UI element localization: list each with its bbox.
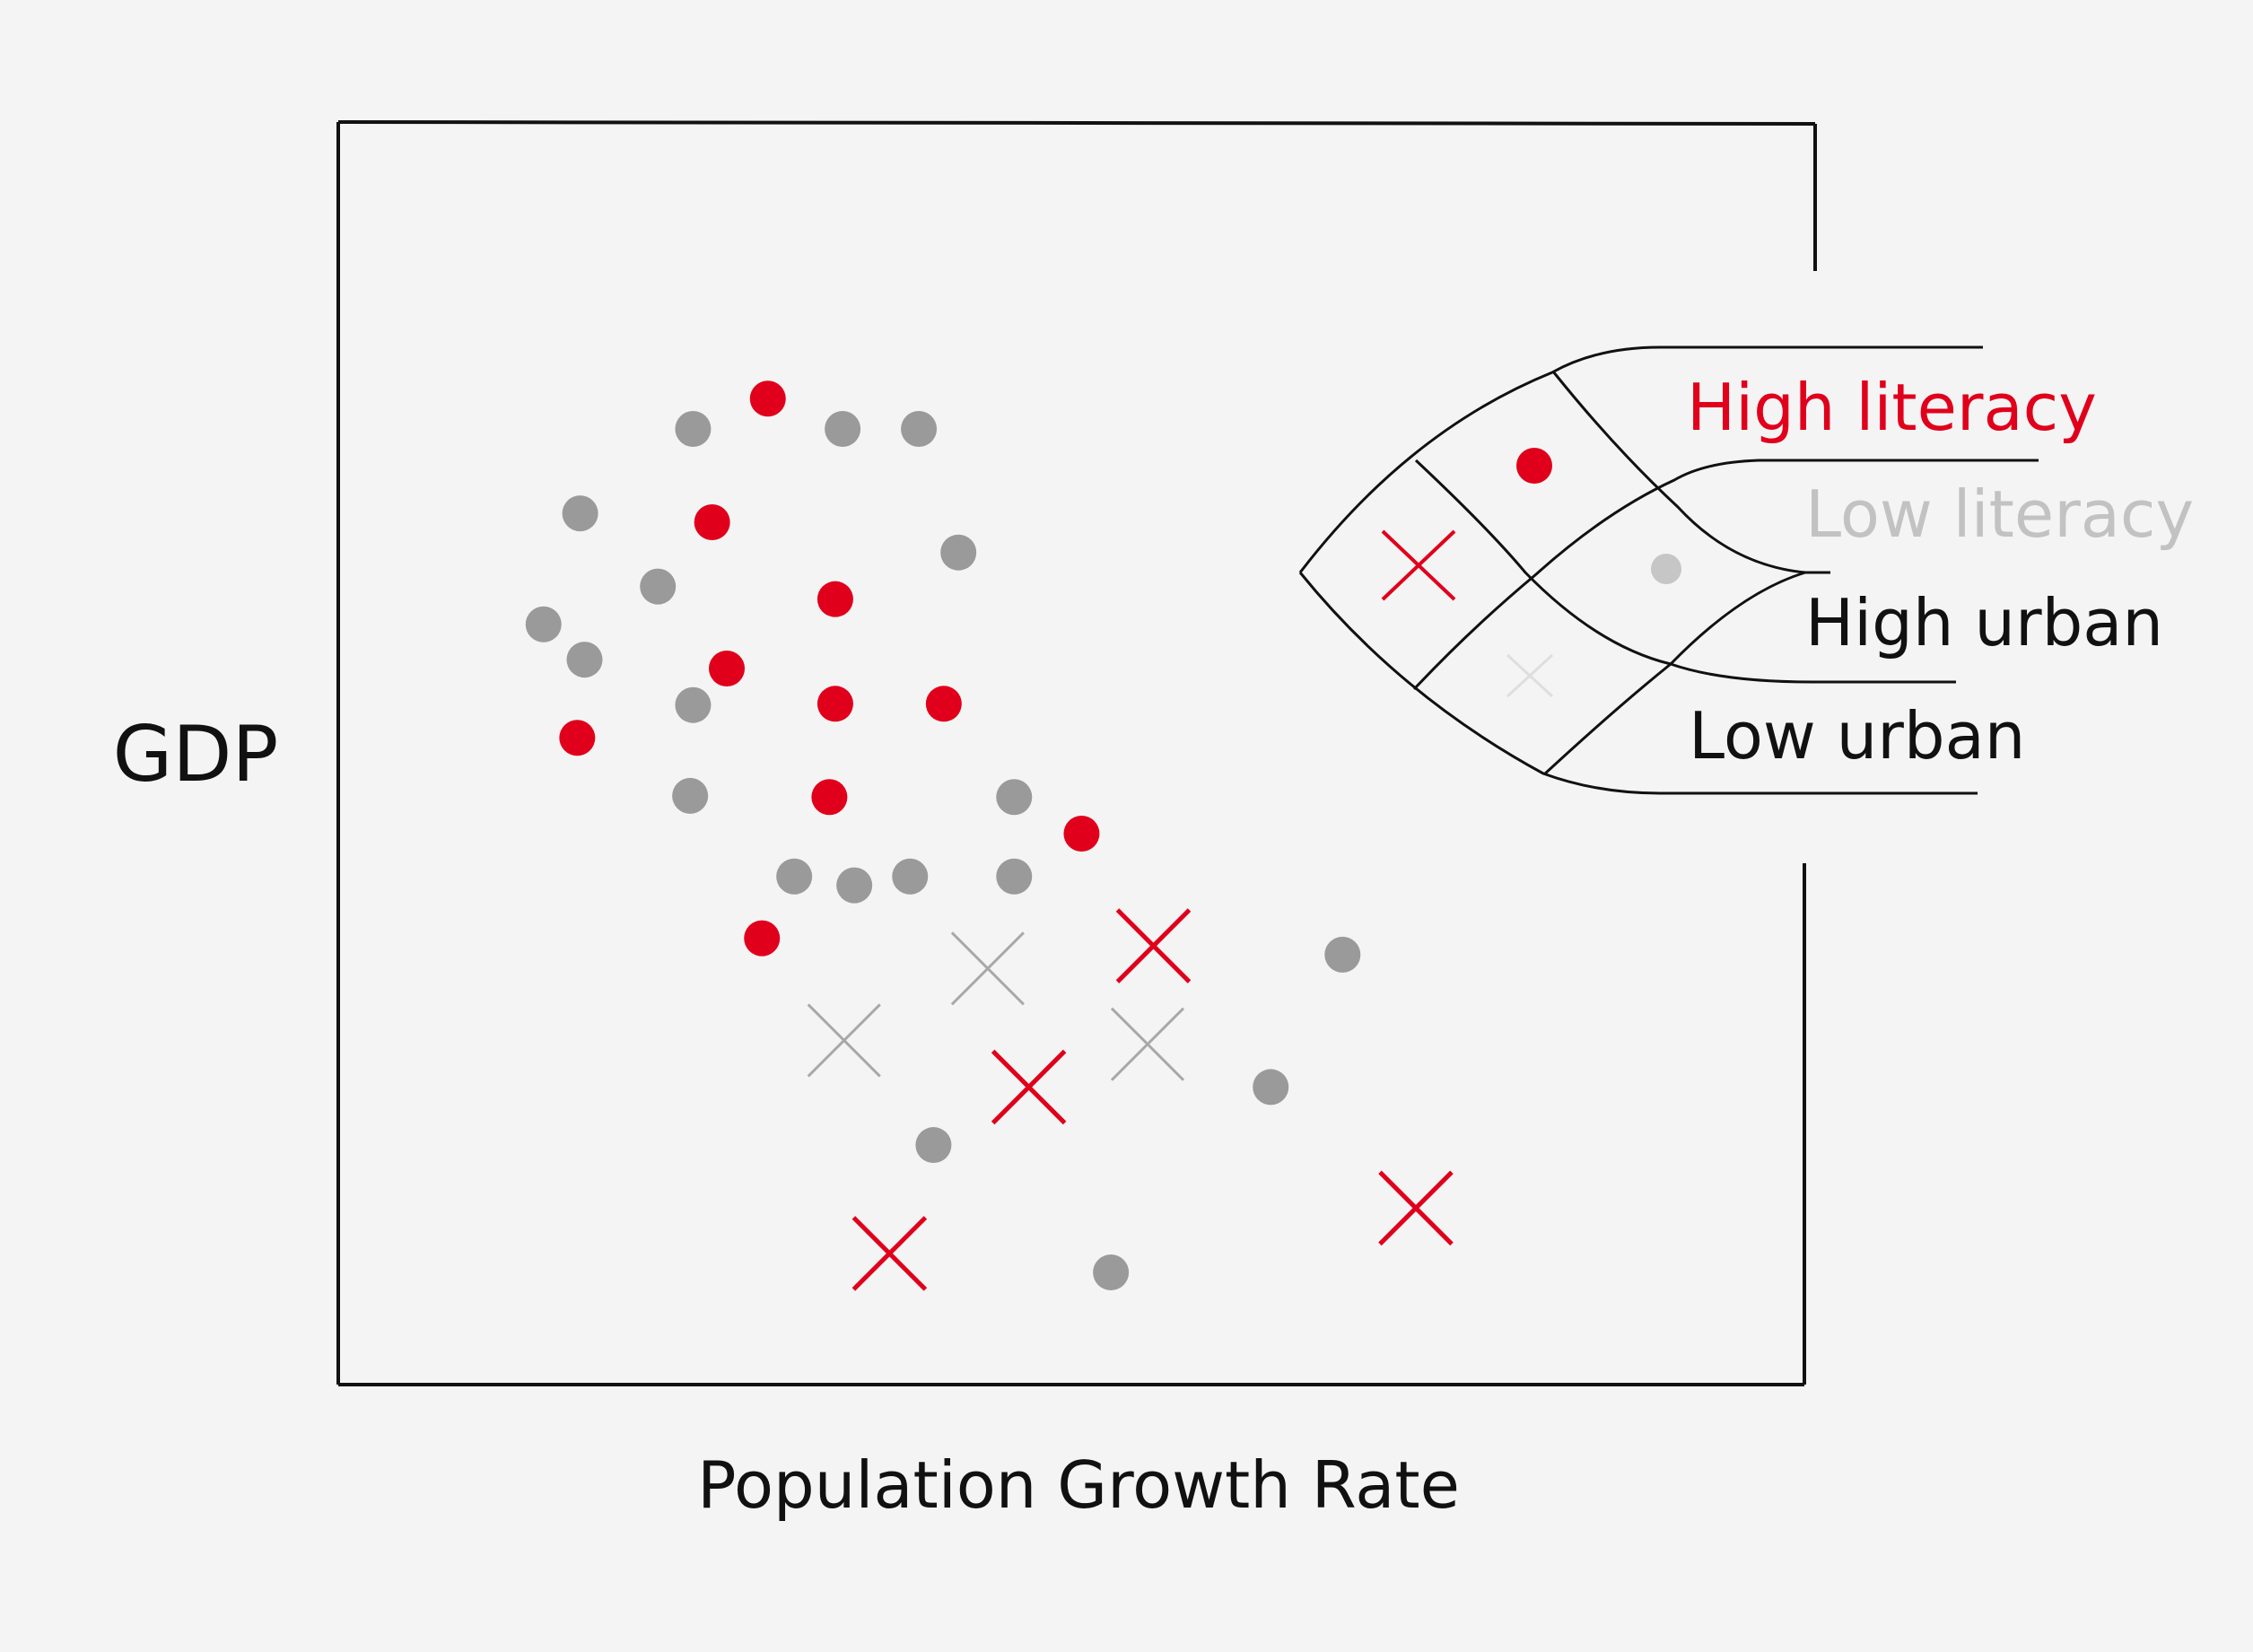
data-point-circle-s0-6 [559,720,596,756]
data-point-circle-s1-2 [901,411,938,448]
data-point-circle-s1-12 [836,867,873,904]
data-point-circle-s0-1 [694,503,730,540]
data-point-cross-s2-3 [851,1216,928,1291]
legend-high-urban: High urban [1805,585,2163,660]
legend-lens-upper [1298,345,1983,573]
data-point-cross-s2-2 [1378,1170,1454,1246]
legend-lens-lower [1298,572,1978,795]
data-point-circle-s1-18 [1093,1254,1130,1290]
data-point-circle-s1-3 [562,495,598,532]
data-point-cross-s3-2 [1110,1007,1185,1081]
frame-top [337,120,1816,126]
data-point-cross-s2-1 [991,1049,1067,1125]
data-point-circle-s0-8 [1063,816,1100,852]
legend-swatch-low-literacy-low-urban [1506,653,1554,698]
data-point-circle-s1-5 [640,568,677,605]
legend-low-literacy: Low literacy [1805,476,2194,552]
data-point-circle-s0-0 [749,380,786,417]
data-point-circle-s0-2 [816,581,853,617]
data-point-circle-s1-8 [675,686,712,723]
data-point-circle-s0-3 [709,650,746,686]
legend-lines [1298,345,2039,795]
data-point-circle-s1-11 [776,858,813,895]
data-point-circle-s1-15 [1324,936,1361,973]
legend-band-upper [1551,371,1830,574]
legend-band-up-1 [1542,571,1806,776]
data-point-circle-s1-4 [940,534,977,571]
data-point-circle-s1-6 [525,606,562,642]
legend-high-literacy: High literacy [1687,370,2097,445]
data-point-cross-s3-0 [950,931,1025,1006]
data-point-circle-s0-9 [744,920,781,957]
data-point-cross-s2-0 [1115,908,1192,983]
y-axis-label: GDP [113,710,279,800]
legend-low-urban: Low urban [1689,698,2025,774]
legend-swatch-low-literacy-high-urban [1651,554,1681,584]
plot-frame [336,120,1817,1386]
data-point-circle-s1-14 [996,858,1033,895]
data-point-circle-s0-5 [925,686,962,722]
legend-swatch-high-literacy-high-urban [1516,448,1552,484]
data-point-circle-s1-10 [996,779,1033,816]
data-point-circle-s1-17 [915,1127,952,1164]
legend-band-up-2 [1412,459,2039,691]
legend-swatch-high-literacy-low-urban [1381,529,1456,601]
legend-band-lower [1414,459,1956,684]
x-axis-label: Population Growth Rate [697,1447,1460,1523]
data-point-circle-s1-9 [672,777,709,814]
data-point-circle-s1-1 [825,411,861,448]
data-point-circle-s1-7 [566,642,603,678]
data-point-circle-s1-16 [1253,1069,1289,1106]
data-point-circle-s1-13 [892,858,929,895]
data-point-circle-s0-7 [811,779,848,816]
data-point-circle-s1-0 [675,411,712,448]
legend: High literacy Low literacy High urban Lo… [1298,345,2194,795]
data-marks [525,380,1454,1291]
data-point-cross-s3-1 [807,1003,881,1078]
data-point-circle-s0-4 [816,686,853,722]
